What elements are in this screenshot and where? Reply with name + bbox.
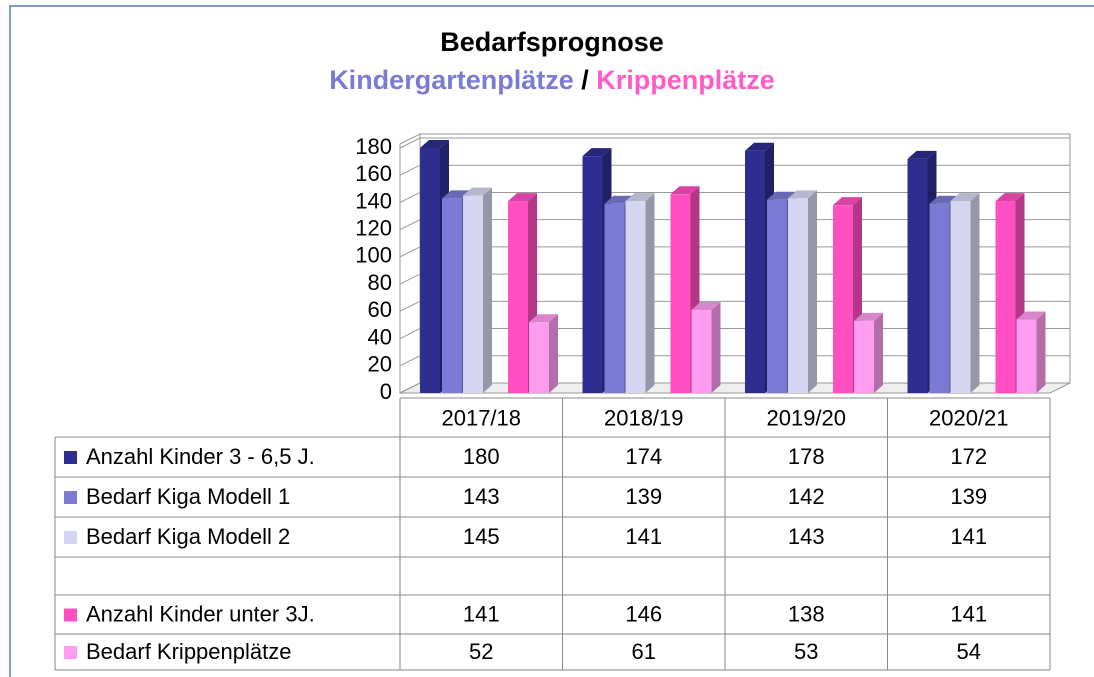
subtitle-part: Kindergartenplätze [329, 65, 574, 95]
table-value: 139 [950, 484, 987, 509]
table-value: 145 [463, 524, 500, 549]
table-value: 174 [625, 444, 662, 469]
bar-top [420, 140, 449, 148]
bar-top [907, 150, 937, 159]
bar [745, 150, 765, 393]
bar-top [1016, 311, 1046, 320]
bar-top [529, 314, 558, 323]
table-value: 53 [794, 639, 818, 664]
bar [442, 198, 462, 393]
table-value: 141 [950, 524, 987, 549]
legend-label: Bedarf Kiga Modell 2 [86, 524, 290, 549]
bar-top [745, 142, 774, 151]
bar [670, 194, 691, 393]
bar [788, 198, 808, 393]
subtitle-part: Krippenplätze [596, 65, 775, 95]
bar-side [970, 193, 980, 393]
bar [907, 158, 928, 393]
bar-side [1036, 311, 1046, 393]
bar [995, 201, 1016, 393]
bar [833, 205, 853, 393]
legend-swatch [64, 531, 77, 544]
bar [582, 156, 603, 393]
table-value: 141 [463, 601, 500, 626]
table-value: 180 [463, 444, 500, 469]
bar-side [874, 312, 883, 393]
bar-top [670, 186, 700, 195]
bar-top [508, 193, 537, 202]
y-tick-label: 0 [380, 379, 392, 404]
frame [9, 5, 1094, 677]
bar [854, 320, 874, 393]
table-value: 178 [788, 444, 825, 469]
bar-side [808, 190, 817, 393]
bar-top [625, 193, 655, 202]
table-value: 52 [469, 639, 493, 664]
bar [420, 148, 440, 393]
bar [529, 322, 549, 393]
side-wall [399, 133, 421, 394]
grid-line [399, 137, 1070, 149]
bar-top [995, 193, 1025, 202]
y-tick-label: 120 [355, 215, 392, 240]
bar-top [691, 301, 721, 310]
bar [691, 309, 712, 393]
y-tick-label: 60 [368, 297, 392, 322]
legend-swatch [64, 491, 77, 504]
y-tick-label: 160 [355, 161, 392, 186]
y-tick-label: 140 [355, 188, 392, 213]
x-tick-label: 2019/20 [766, 405, 846, 430]
table-value: 146 [625, 601, 662, 626]
legend-swatch [64, 646, 77, 659]
bar-top [582, 148, 612, 157]
bar-side [711, 301, 721, 393]
bar [950, 201, 971, 393]
bar-side [645, 193, 655, 393]
y-tick-label: 40 [368, 324, 392, 349]
table-value: 139 [625, 484, 662, 509]
y-tick-label: 180 [355, 134, 392, 159]
x-tick-label: 2020/21 [929, 405, 1009, 430]
table-value: 138 [788, 601, 825, 626]
legend-swatch [64, 451, 77, 464]
table-value: 141 [950, 601, 987, 626]
bar-top [463, 187, 492, 196]
table-value: 172 [950, 444, 987, 469]
legend-label: Anzahl Kinder unter 3J. [86, 601, 315, 626]
table-value: 143 [788, 524, 825, 549]
y-tick-label: 20 [368, 352, 392, 377]
bar-side [549, 314, 558, 393]
legend-label: Anzahl Kinder 3 - 6,5 J. [86, 444, 315, 469]
table-value: 141 [625, 524, 662, 549]
table-value: 54 [957, 639, 981, 664]
bar-top [854, 312, 883, 321]
bar-top [788, 190, 817, 199]
legend-label: Bedarf Kiga Modell 1 [86, 484, 290, 509]
bar [604, 203, 625, 393]
subtitle-part: / [581, 65, 589, 95]
bar [1016, 319, 1037, 393]
table-value: 143 [463, 484, 500, 509]
bar-top [833, 197, 862, 206]
legend-swatch [64, 608, 77, 622]
table-value: 61 [632, 639, 656, 664]
bar [929, 203, 950, 393]
y-tick-label: 80 [368, 270, 392, 295]
chart-subtitle: Kindergartenplätze / Krippenplätze [329, 65, 775, 95]
bar [625, 201, 646, 393]
x-tick-label: 2017/18 [441, 405, 521, 430]
y-tick-label: 100 [355, 243, 392, 268]
bar-top [950, 193, 980, 202]
legend-label: Bedarf Krippenplätze [86, 639, 291, 664]
table-value: 142 [788, 484, 825, 509]
x-tick-label: 2018/19 [604, 405, 684, 430]
bar [767, 199, 787, 393]
chart-title: Bedarfsprognose [440, 27, 664, 57]
bar [508, 201, 528, 393]
bar [463, 195, 483, 393]
bar-side [483, 187, 492, 393]
